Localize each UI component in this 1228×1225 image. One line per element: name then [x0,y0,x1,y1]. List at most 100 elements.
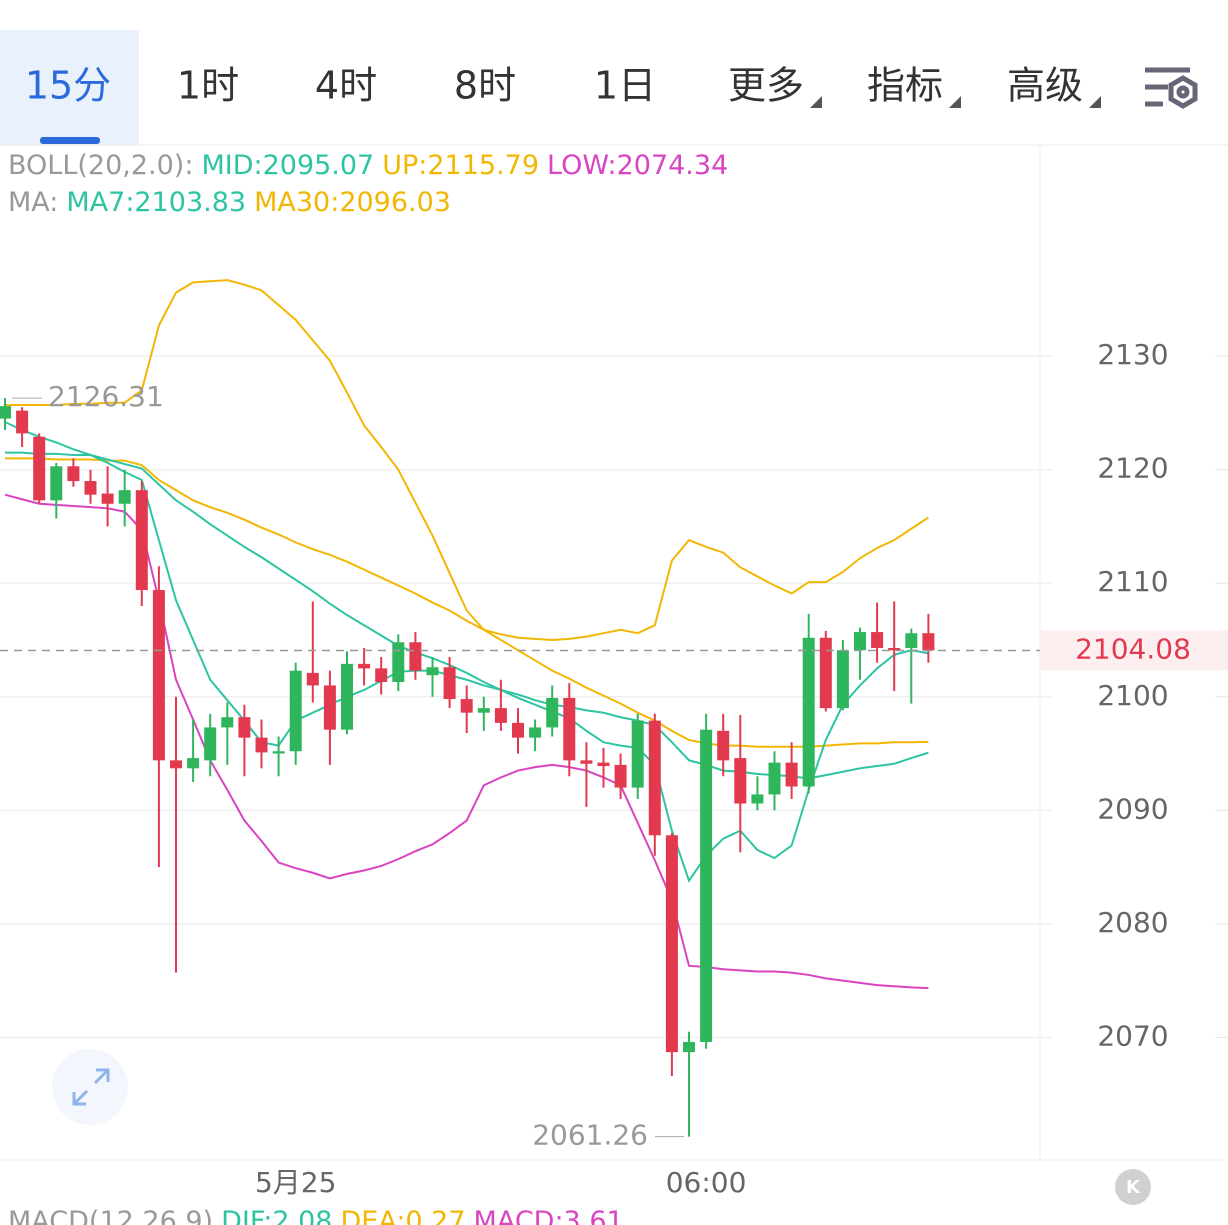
candle-body [785,762,798,787]
legend-item: MA: [8,187,58,218]
candle-body [187,758,200,769]
y-tick-label: 2100 [1097,679,1168,712]
legend-item: MID:2095.07 [201,150,374,181]
candle-body [204,727,217,761]
candle-body [871,632,884,648]
last-price-label: 2104.08 [1075,632,1191,665]
candle-body [922,633,935,651]
legend-item: MACD:3.61 [474,1206,624,1225]
candle-body [665,835,678,1053]
candle-body [255,737,268,753]
candle-body [358,663,371,669]
candle-body [717,730,730,761]
y-tick-label: 2070 [1097,1019,1168,1052]
candle-body [0,406,11,419]
tab[interactable]: 高级 [1007,64,1083,108]
icon-arrow [72,1089,89,1106]
x-tick-label: 06:00 [666,1166,747,1199]
tab[interactable]: 8时 [454,64,516,108]
indicator-line [4,421,929,883]
legend-item: MACD(12,26,9) [8,1206,213,1225]
candle-body [152,590,165,761]
candle-body [768,762,781,795]
candle-body [84,481,97,495]
legend-item: DEA:0.27 [340,1206,465,1225]
dropdown-arrow [949,96,961,108]
tab[interactable]: 15分 [25,64,111,108]
legend-item: MA30:2096.03 [254,187,451,218]
candle-body [426,667,439,676]
x-tick-label: 5月25 [255,1166,336,1199]
min-label: 2061.26 [532,1119,648,1152]
candle-body [135,490,148,591]
candle-body [905,633,918,648]
candle-body [67,466,80,482]
candle-body [751,794,764,804]
candle-body [802,637,815,787]
icon-dot [1176,85,1190,99]
dropdown-arrow [1089,96,1101,108]
tab-indicator [40,137,100,144]
candle-body [409,642,422,671]
expand-icon [72,1068,110,1106]
candle-body [477,708,490,713]
tab-highlight [0,30,139,145]
candle-body [700,729,713,1042]
last-price-box [1040,630,1228,671]
candle-body [289,670,302,752]
icon-hex [1168,75,1198,109]
tab[interactable]: 指标 [867,64,943,108]
legend-item: MA7:2103.83 [66,187,246,218]
candle-body [854,632,866,651]
k-button[interactable] [1115,1169,1151,1205]
candle-body [734,758,747,804]
legend-item: UP:2115.79 [382,150,539,181]
candle-body [529,727,542,738]
expand-button[interactable] [52,1049,128,1125]
candle-body [648,720,661,836]
candle-body [272,751,285,754]
y-tick-label: 2080 [1097,906,1168,939]
candle-body [118,490,131,504]
indicator-line [5,279,929,642]
candle-body [631,720,644,788]
dropdown-arrow [810,96,822,108]
y-tick-label: 2090 [1097,792,1168,825]
candle-body [460,699,473,713]
candle-body [888,647,901,651]
candle-body [443,667,456,700]
candle-body [33,436,46,501]
candle-body [16,410,29,434]
candle-body [563,697,576,761]
candle-body [494,708,507,723]
y-tick-label: 2110 [1097,565,1168,598]
candle-body [580,760,593,764]
candle-body [512,722,524,738]
candle-body [392,642,405,683]
tab[interactable]: 4时 [315,64,377,108]
candle-body [323,685,336,730]
candle-body [221,717,234,728]
max-label: 2126.31 [48,380,164,413]
tab[interactable]: 1时 [177,64,239,108]
y-tick-label: 2130 [1097,338,1168,371]
candle-body [836,650,849,709]
indicator-legend: MA: MA7:2103.83 MA30:2096.03 [8,187,451,218]
tab[interactable]: 1日 [594,64,656,108]
candle-body [50,466,63,501]
indicator-line [5,457,929,748]
candle-body [306,672,319,686]
candle-body [614,764,627,788]
tab[interactable]: 更多 [728,64,804,108]
y-tick-label: 2120 [1097,452,1168,485]
indicator-legend: BOLL(20,2.0): MID:2095.07 UP:2115.79 LOW:20… [8,150,728,181]
candle-body [101,493,114,504]
legend-item: BOLL(20,2.0): [8,150,193,181]
candle-body [341,663,353,730]
candle-body [597,762,610,767]
settings-icon[interactable] [1145,67,1198,109]
candle-body [375,668,388,683]
candle-body [238,717,251,738]
legend-item: DIF:2.08 [221,1206,332,1225]
